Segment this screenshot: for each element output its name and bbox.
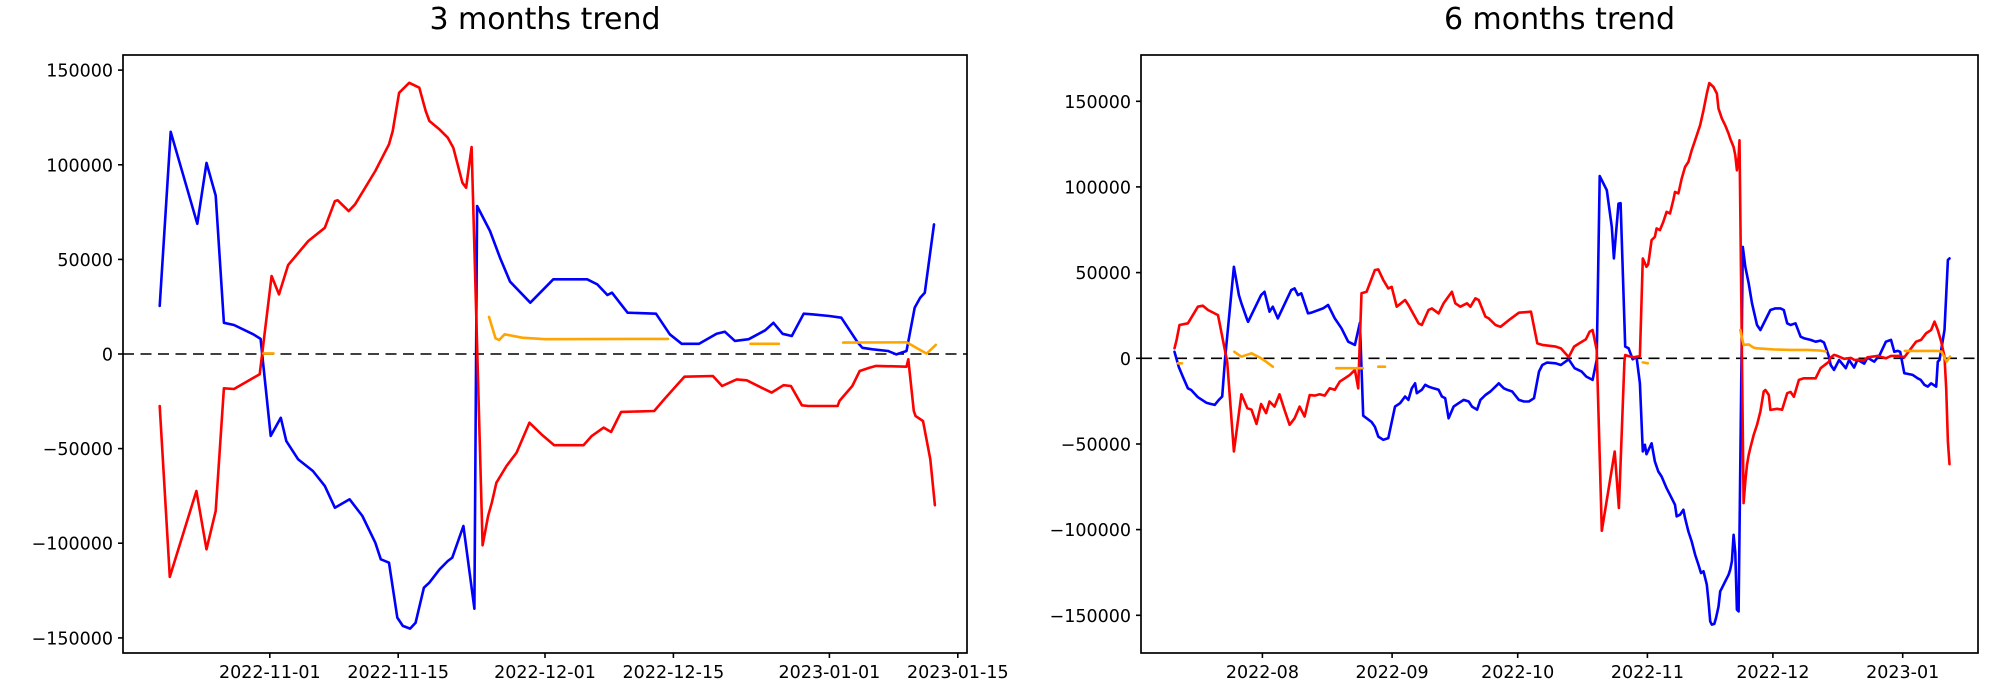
y-tick-label: 50000 [1075,264,1131,284]
x-tick-label: 2022-12-15 [623,663,725,683]
series-blue [158,130,936,630]
y-tick-label: 100000 [1064,178,1131,198]
x-tick-label: 2022-11-15 [347,663,449,683]
series-orange [841,340,938,355]
x-tick-label: 2022-12 [1736,663,1809,683]
series-orange [1233,350,1275,369]
series-red [1173,81,1951,533]
y-tick-label: −150000 [1050,607,1131,627]
y-tick-label: 100000 [46,156,113,176]
y-tick-label: −100000 [1050,521,1131,541]
x-tick-label: 2022-09 [1356,663,1429,683]
chart-title-6-months: 6 months trend [1443,2,1676,37]
y-tick-label: 150000 [46,62,113,82]
x-tick-label: 2022-08 [1226,663,1299,683]
y-tick-label: 0 [1120,350,1131,370]
chart-0: 150000 100000 50000 0 −50000 −100000 −150000 20… [32,54,1009,683]
y-tick-label: 50000 [57,251,113,271]
y-tick-label: 150000 [1064,93,1131,113]
x-tick-label: 2022-11-01 [219,663,321,683]
chart-1: 150000 100000 50000 0 −50000 −100000 −150000 20… [1050,54,1979,683]
series-orange [487,315,670,342]
y-tick-label: −50000 [43,440,113,460]
y-tick-label: −150000 [32,629,113,649]
series-orange [1739,328,1827,353]
series-orange [1641,361,1650,365]
chart-title-3-months: 3 months trend [429,2,661,37]
series-blue [1173,174,1951,626]
x-tick-label: 2022-10 [1481,663,1554,683]
x-tick-label: 2023-01-01 [779,663,881,683]
x-tick-label: 2022-11 [1611,663,1684,683]
y-tick-label: −50000 [1061,436,1131,456]
plot-frame [1140,54,1979,654]
y-tick-label: 0 [102,346,113,366]
x-tick-label: 2023-01-15 [907,663,1009,683]
series-orange [1903,349,1952,364]
x-tick-label: 2023-01 [1866,663,1939,683]
series-red [158,81,937,579]
y-tick-label: −100000 [32,535,113,555]
x-tick-label: 2022-12-01 [494,663,596,683]
